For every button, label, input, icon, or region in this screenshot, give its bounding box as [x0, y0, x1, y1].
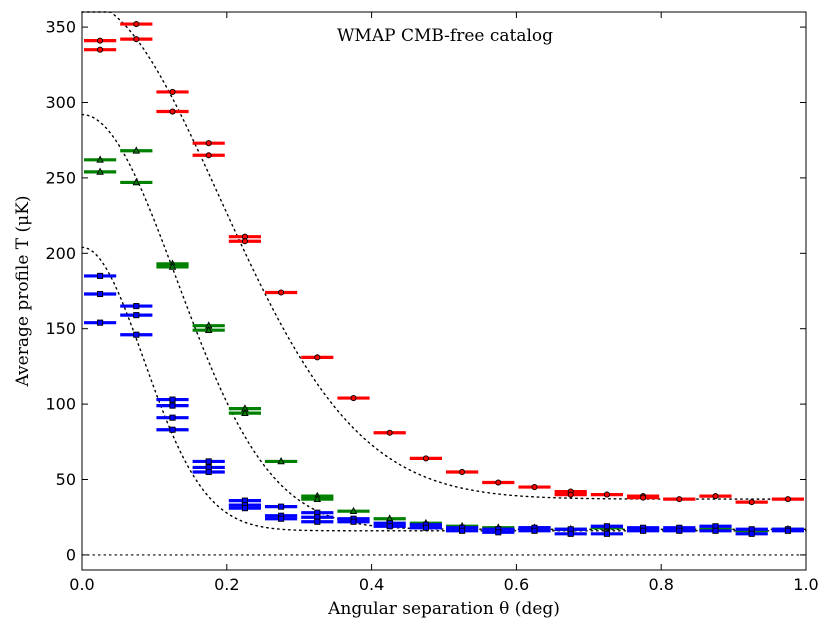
data-point-blue — [531, 527, 538, 534]
x-tick-label: 0.0 — [69, 575, 94, 594]
data-point-blue — [603, 530, 610, 537]
data-point-red — [459, 468, 466, 476]
data-point-blue — [169, 414, 176, 421]
model-curve-green — [81, 113, 807, 530]
y-tick-label: 200 — [45, 244, 76, 263]
y-tick-label: 350 — [45, 18, 76, 37]
data-point-blue — [459, 527, 466, 534]
plot-content — [81, 11, 807, 556]
data-point-red — [676, 496, 683, 503]
data-point-blue — [133, 312, 140, 319]
data-point-blue — [241, 505, 248, 512]
data-point-blue — [169, 426, 176, 433]
axis-ticks: 0.0 0.2 0.4 0.6 0.8 1.0 0 50 100 150 200 250 300 350 — [45, 12, 819, 594]
data-point-red — [314, 354, 321, 361]
data-point-green — [96, 167, 104, 175]
data-point-red — [386, 429, 393, 436]
y-tick-label: 150 — [45, 319, 76, 338]
data-point-red — [603, 491, 610, 498]
data-point-blue — [97, 290, 104, 298]
y-tick-label: 0 — [66, 545, 76, 564]
data-point-red — [133, 21, 140, 28]
data-point-blue — [133, 331, 140, 338]
data-point-red — [169, 108, 176, 115]
x-tick-label: 1.0 — [793, 575, 818, 594]
data-point-blue — [205, 458, 212, 465]
data-point-blue — [784, 527, 791, 534]
data-point-blue — [603, 523, 610, 530]
data-point-red — [567, 491, 574, 498]
data-point-blue — [712, 527, 719, 534]
x-tick-label: 0.2 — [214, 575, 239, 594]
data-point-red — [350, 395, 357, 402]
data-point-red — [133, 36, 140, 43]
data-point-blue — [422, 524, 429, 531]
data-point-blue — [97, 319, 104, 326]
data-point-red — [97, 46, 104, 53]
data-point-blue — [676, 527, 683, 534]
data-point-green — [349, 506, 358, 515]
data-point-red — [205, 152, 212, 159]
data-point-green — [204, 325, 213, 334]
data-point-red — [278, 289, 285, 296]
data-point-blue — [97, 272, 104, 279]
data-point-red — [97, 37, 104, 44]
x-axis-title: Angular separation θ (deg) — [327, 599, 560, 619]
y-tick-label: 300 — [45, 93, 76, 112]
data-point-red — [422, 455, 429, 462]
data-point-blue — [350, 518, 357, 525]
data-point-blue — [567, 530, 574, 537]
data-point-green — [132, 178, 141, 186]
data-point-red — [531, 484, 538, 491]
y-tick-label: 50 — [56, 470, 76, 489]
data-point-blue — [640, 527, 647, 534]
data-point-green — [168, 262, 177, 270]
data-point-green — [241, 408, 249, 417]
data-point-red — [748, 499, 755, 506]
data-point-blue — [169, 396, 176, 403]
data-point-red — [640, 494, 647, 501]
data-point-blue — [133, 303, 140, 310]
data-point-red — [205, 140, 212, 147]
data-point-green — [313, 494, 322, 502]
data-point-red — [495, 479, 502, 486]
data-point-blue — [278, 515, 285, 522]
data-point-blue — [748, 530, 755, 537]
data-point-green — [277, 457, 285, 465]
data-point-red — [169, 88, 176, 95]
x-tick-label: 0.6 — [504, 575, 529, 594]
data-point-red — [712, 493, 719, 500]
data-point-blue — [169, 402, 176, 409]
x-tick-label: 0.4 — [359, 575, 384, 594]
y-tick-label: 100 — [45, 395, 76, 414]
data-point-green — [96, 155, 104, 163]
chart-title: WMAP CMB-free catalog — [337, 26, 553, 46]
data-point-blue — [495, 529, 502, 536]
data-point-red — [784, 496, 791, 503]
data-point-blue — [386, 523, 393, 530]
data-point-red — [241, 238, 248, 245]
y-tick-label: 250 — [45, 168, 76, 187]
model-curve-red — [81, 11, 807, 500]
data-point-blue — [314, 518, 321, 525]
data-point-blue — [205, 468, 212, 476]
data-point-blue — [278, 503, 285, 510]
data-point-green — [132, 146, 141, 154]
plot-frame — [81, 11, 807, 571]
y-axis-title: Average profile T (μK) — [13, 195, 33, 387]
model-curve-blue — [81, 246, 807, 532]
x-tick-label: 0.8 — [648, 575, 673, 594]
